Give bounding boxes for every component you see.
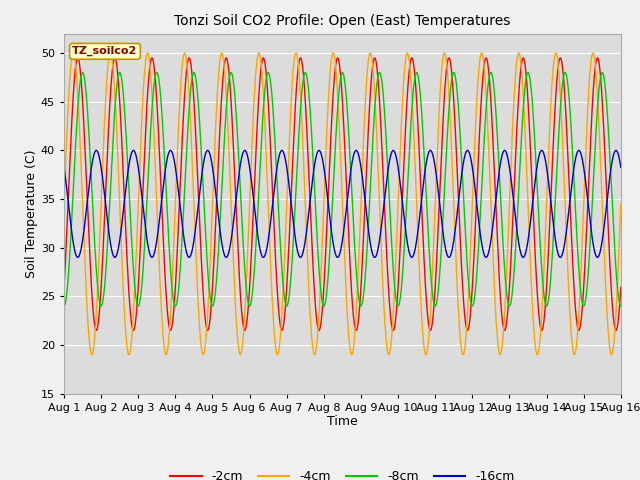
Text: TZ_soilco2: TZ_soilco2 [72,46,138,57]
X-axis label: Time: Time [327,415,358,429]
Title: Tonzi Soil CO2 Profile: Open (East) Temperatures: Tonzi Soil CO2 Profile: Open (East) Temp… [174,14,511,28]
Legend: -2cm, -4cm, -8cm, -16cm: -2cm, -4cm, -8cm, -16cm [165,465,520,480]
Y-axis label: Soil Temperature (C): Soil Temperature (C) [25,149,38,278]
